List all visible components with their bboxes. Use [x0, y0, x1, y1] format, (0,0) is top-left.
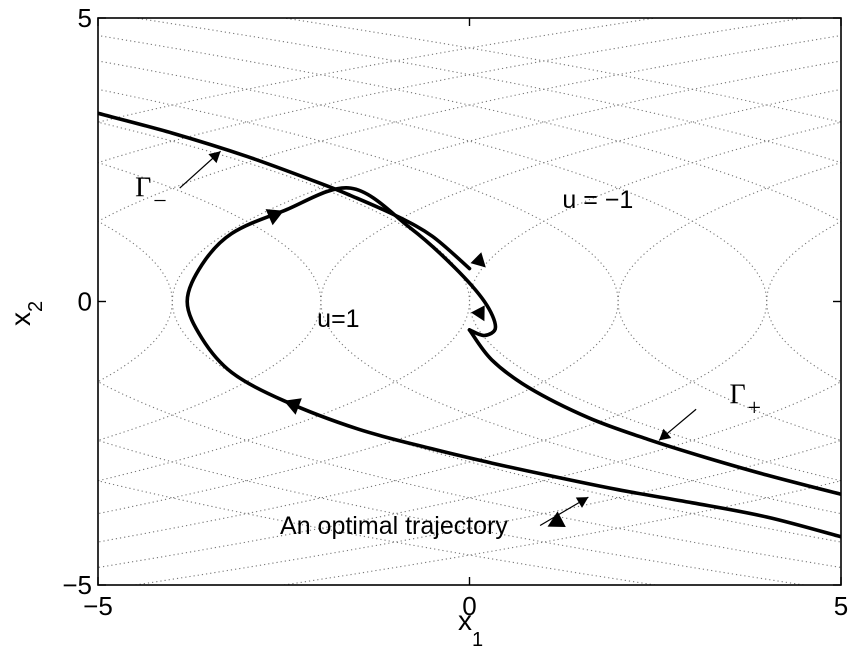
svg-text:2: 2 [25, 301, 47, 312]
trajectory-direction-arrow [547, 511, 566, 527]
x-axis-label: x 1 [458, 605, 483, 651]
trajectory-label: An optimal trajectory [280, 512, 508, 540]
region-label-u-minus: u = −1 [562, 186, 633, 214]
field-streamline [98, 34, 841, 569]
trajectory-pointer-head [575, 497, 589, 508]
annotation-arrows [179, 150, 697, 527]
y-tick-label: 5 [78, 3, 92, 33]
x-tick-label: 0 [462, 591, 476, 621]
gamma-minus-pointer-head [208, 151, 221, 164]
field-streamline [280, 18, 841, 585]
svg-text:1: 1 [472, 629, 483, 651]
svg-text:−: − [153, 189, 167, 215]
field-streamline [98, 34, 841, 569]
svg-text:x: x [5, 312, 36, 326]
x-tick-label: 5 [834, 591, 848, 621]
y-tick-label: −5 [62, 570, 92, 600]
field-streamline [131, 18, 841, 585]
svg-text:Γ: Γ [730, 380, 746, 411]
optimal-trajectory [185, 186, 841, 539]
field-streamline [98, 88, 619, 515]
switching-curve-gamma-plus [467, 328, 841, 497]
svg-text:+: + [748, 396, 762, 422]
field-streamline [98, 18, 808, 585]
gamma-plus-label: Γ + [730, 380, 762, 422]
x-tick-label: −5 [83, 591, 113, 621]
svg-text:Γ: Γ [135, 173, 151, 204]
y-axis-label: x 2 [5, 301, 47, 326]
gamma-plus-pointer-head [659, 428, 672, 441]
svg-text:x: x [458, 605, 472, 636]
y-tick-label: 0 [78, 287, 92, 317]
trajectory-direction-arrow [471, 305, 485, 322]
trajectory-direction-arrow [470, 252, 486, 268]
field-streamline [98, 18, 659, 585]
vector-field-layer [98, 18, 841, 585]
field-streamline [98, 60, 768, 543]
region-label-u-plus: u=1 [317, 305, 359, 333]
trajectory-direction-arrow [265, 209, 284, 226]
trajectory-direction-arrow [283, 398, 302, 415]
field-streamline [320, 88, 841, 515]
gamma-minus-label: Γ − [135, 173, 167, 215]
field-streamline [171, 60, 841, 543]
axis-ticks [97, 17, 842, 586]
curve-layer [98, 111, 841, 539]
